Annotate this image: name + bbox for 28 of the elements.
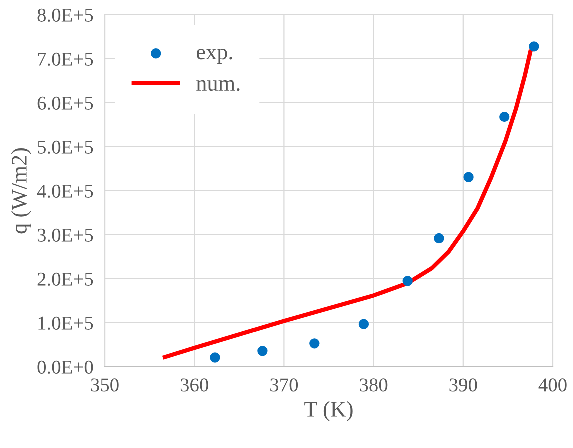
- y-tick-label: 2.0E+5: [38, 272, 94, 286]
- y-tick-label: 7.0E+5: [38, 52, 94, 66]
- point: [258, 346, 268, 356]
- y-tick-label: 6.0E+5: [38, 96, 94, 110]
- x-tick-label: 400: [538, 378, 567, 392]
- x-tick-label: 360: [180, 378, 208, 392]
- x-tick-label: 370: [270, 378, 298, 392]
- point: [310, 338, 320, 349]
- x-axis-title: T (K): [304, 401, 353, 422]
- x-tick-label: 350: [91, 378, 119, 392]
- y-tick-label: 3.0E+5: [38, 228, 94, 242]
- x-tick-label: 390: [450, 378, 478, 392]
- y-tick-label: 1.0E+5: [38, 316, 94, 330]
- y-tick-label: 0.0E+0: [38, 360, 94, 374]
- y-tick-label: 4.0E+5: [37, 184, 94, 198]
- point: [402, 276, 413, 286]
- x-tick-label: 380: [360, 378, 388, 392]
- point: [500, 112, 510, 122]
- point: [210, 352, 220, 363]
- legend-label: exp.: [196, 48, 232, 64]
- y-axis-title: q (W/m2): [11, 148, 32, 234]
- legend-label: num.: [196, 80, 240, 92]
- point: [434, 233, 444, 244]
- point: [464, 172, 474, 182]
- point: [529, 42, 540, 52]
- y-tick-label: 5.0E+5: [38, 140, 94, 154]
- y-tick-label: 8.0E+5: [38, 8, 94, 22]
- point: [358, 319, 370, 330]
